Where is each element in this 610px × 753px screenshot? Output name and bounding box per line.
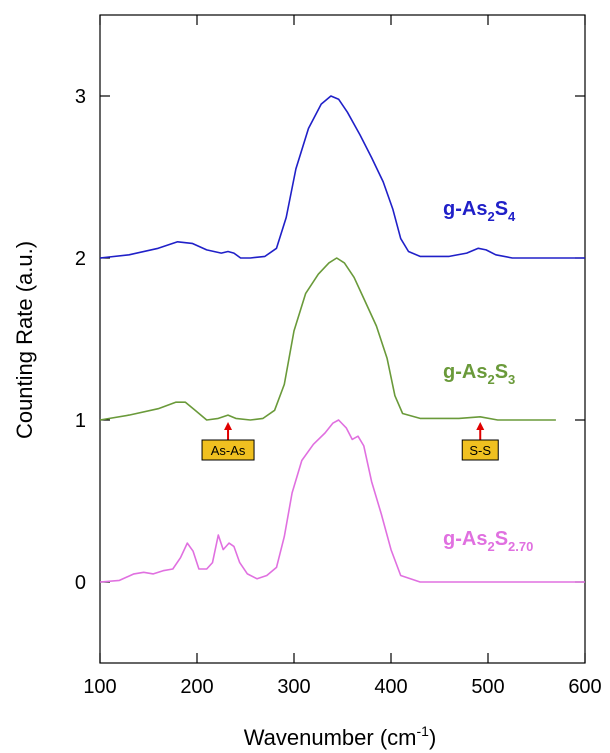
y-axis-title: Counting Rate (a.u.) [12, 241, 37, 439]
series-line-g-As2S3 [99, 257, 556, 421]
series-label-g-As2S4: g-As2S4 [443, 198, 516, 224]
annotation-S-S: S-S [461, 422, 499, 461]
plot-frame [99, 14, 586, 664]
series-label-g-As2S2.70: g-As2S2.70 [443, 528, 533, 554]
x-tick-label: 100 [83, 676, 116, 698]
annotation-label: S-S [469, 443, 491, 458]
series-label-g-As2S3: g-As2S3 [443, 361, 515, 387]
series-line-g-As2S2.70 [99, 419, 585, 583]
y-tick-label: 1 [75, 410, 86, 432]
y-tick-label: 0 [75, 572, 86, 594]
y-tick-label: 3 [75, 86, 86, 108]
y-tick-label: 2 [75, 248, 86, 270]
x-tick-label: 500 [471, 676, 504, 698]
x-axis-title: Wavenumber (cm-1) [244, 723, 437, 750]
annotation-arrow-head [476, 422, 485, 430]
annotation-arrow-head [224, 422, 233, 430]
x-tick-label: 300 [277, 676, 310, 698]
series-line-g-As2S4 [99, 95, 585, 259]
x-tick-label: 600 [568, 676, 601, 698]
annotation-label: As-As [211, 443, 246, 458]
annotation-As-As: As-As [201, 422, 255, 461]
x-tick-label: 400 [374, 676, 407, 698]
x-tick-label: 200 [180, 676, 213, 698]
annotation-box [201, 439, 255, 461]
annotation-box [461, 439, 499, 461]
